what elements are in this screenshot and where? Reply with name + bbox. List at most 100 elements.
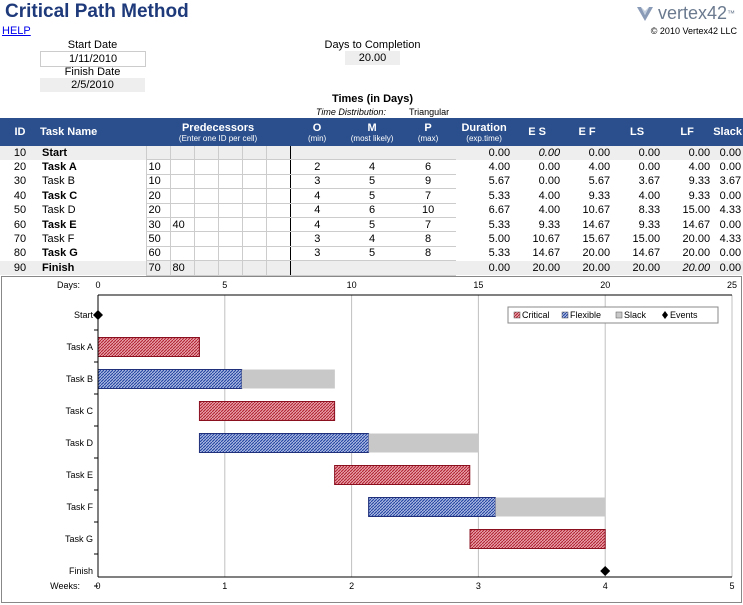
task-name[interactable]: Task D bbox=[42, 204, 76, 217]
predecessor-5[interactable] bbox=[241, 188, 266, 204]
most-likely-time[interactable]: 6 bbox=[344, 203, 401, 218]
predecessor-5[interactable] bbox=[241, 260, 266, 276]
task-name[interactable]: Task F bbox=[42, 233, 75, 246]
most-likely-time[interactable]: 4 bbox=[344, 159, 401, 175]
predecessor-2[interactable] bbox=[169, 188, 194, 204]
predecessor-4[interactable] bbox=[217, 188, 242, 204]
predecessor-2[interactable]: 40 bbox=[169, 217, 194, 233]
predecessor-4[interactable] bbox=[217, 203, 242, 218]
predecessor-1[interactable]: 30 bbox=[145, 217, 170, 233]
predecessor-2[interactable] bbox=[169, 203, 194, 218]
predecessor-1[interactable]: 10 bbox=[145, 174, 170, 190]
predecessor-4[interactable] bbox=[217, 246, 242, 262]
predecessor-5[interactable] bbox=[241, 159, 266, 175]
predecessor-3[interactable] bbox=[193, 246, 218, 262]
predecessor-1[interactable]: 50 bbox=[145, 231, 170, 247]
optimistic-time[interactable]: 4 bbox=[290, 217, 345, 233]
predecessor-4[interactable] bbox=[217, 217, 242, 233]
predecessor-4[interactable] bbox=[217, 231, 242, 247]
predecessor-3[interactable] bbox=[193, 260, 218, 276]
predecessor-3[interactable] bbox=[193, 231, 218, 247]
predecessor-5[interactable] bbox=[241, 146, 266, 161]
predecessor-6[interactable] bbox=[265, 146, 291, 161]
pessimistic-time[interactable]: 7 bbox=[400, 188, 457, 204]
pessimistic-time[interactable]: 8 bbox=[400, 246, 457, 262]
most-likely-time[interactable]: 5 bbox=[344, 174, 401, 190]
task-name[interactable]: Task C bbox=[42, 189, 78, 202]
predecessor-6[interactable] bbox=[265, 159, 291, 175]
predecessor-2[interactable] bbox=[169, 146, 194, 161]
predecessor-4[interactable] bbox=[217, 260, 242, 276]
predecessor-1[interactable] bbox=[145, 146, 170, 161]
task-id: 60 bbox=[13, 218, 27, 231]
pessimistic-time[interactable]: 6 bbox=[400, 159, 457, 175]
most-likely-time[interactable] bbox=[344, 260, 401, 276]
predecessor-3[interactable] bbox=[193, 217, 218, 233]
predecessor-1[interactable]: 20 bbox=[145, 188, 170, 204]
pessimistic-time[interactable] bbox=[400, 146, 457, 161]
predecessor-3[interactable] bbox=[193, 188, 218, 204]
predecessor-3[interactable] bbox=[193, 203, 218, 218]
time-distribution-value[interactable]: Triangular bbox=[409, 107, 450, 117]
optimistic-time[interactable]: 2 bbox=[290, 159, 345, 175]
early-start: 10.67 bbox=[532, 233, 561, 246]
optimistic-time[interactable]: 4 bbox=[290, 188, 345, 204]
pessimistic-time[interactable]: 8 bbox=[400, 231, 457, 247]
optimistic-time[interactable]: 4 bbox=[290, 203, 345, 218]
task-name[interactable]: Task G bbox=[42, 247, 78, 260]
task-name[interactable]: Task E bbox=[42, 218, 77, 231]
predecessor-1[interactable]: 70 bbox=[145, 260, 170, 276]
predecessor-5[interactable] bbox=[241, 246, 266, 262]
most-likely-time[interactable]: 4 bbox=[344, 231, 401, 247]
predecessor-4[interactable] bbox=[217, 159, 242, 175]
predecessor-2[interactable] bbox=[169, 246, 194, 262]
predecessor-1[interactable]: 60 bbox=[145, 246, 170, 262]
predecessor-5[interactable] bbox=[241, 203, 266, 218]
optimistic-time[interactable]: 3 bbox=[290, 246, 345, 262]
predecessor-5[interactable] bbox=[241, 217, 266, 233]
task-name[interactable]: Task B bbox=[42, 175, 76, 188]
predecessor-6[interactable] bbox=[265, 203, 291, 218]
pessimistic-time[interactable]: 10 bbox=[400, 203, 457, 218]
start-date-input[interactable]: 1/11/2010 bbox=[40, 51, 146, 67]
pessimistic-time[interactable]: 9 bbox=[400, 174, 457, 190]
task-name[interactable]: Start bbox=[40, 146, 146, 160]
predecessor-4[interactable] bbox=[217, 146, 242, 161]
predecessor-3[interactable] bbox=[193, 159, 218, 175]
pessimistic-time[interactable] bbox=[400, 260, 457, 276]
predecessor-6[interactable] bbox=[265, 246, 291, 262]
predecessor-4[interactable] bbox=[217, 174, 242, 190]
predecessor-1[interactable]: 20 bbox=[145, 203, 170, 218]
optimistic-time[interactable]: 3 bbox=[290, 174, 345, 190]
weeks-tick-label: 3 bbox=[476, 581, 481, 591]
predecessor-3[interactable] bbox=[193, 174, 218, 190]
weeks-tick-label: 2 bbox=[349, 581, 354, 591]
event-marker bbox=[600, 566, 611, 576]
optimistic-time[interactable] bbox=[290, 146, 345, 161]
predecessor-2[interactable]: 80 bbox=[169, 260, 194, 276]
predecessor-3[interactable] bbox=[193, 146, 218, 161]
predecessor-6[interactable] bbox=[265, 174, 291, 190]
most-likely-time[interactable] bbox=[344, 146, 401, 161]
predecessor-6[interactable] bbox=[265, 231, 291, 247]
help-link[interactable]: HELP bbox=[2, 25, 31, 37]
predecessor-5[interactable] bbox=[241, 231, 266, 247]
predecessor-6[interactable] bbox=[265, 188, 291, 204]
predecessor-6[interactable] bbox=[265, 217, 291, 233]
predecessor-2[interactable] bbox=[169, 174, 194, 190]
most-likely-time[interactable]: 5 bbox=[344, 188, 401, 204]
optimistic-time[interactable] bbox=[290, 260, 345, 276]
task-name[interactable]: Task A bbox=[42, 161, 77, 174]
predecessor-2[interactable] bbox=[169, 159, 194, 175]
pessimistic-time[interactable]: 7 bbox=[400, 217, 457, 233]
optimistic-time[interactable]: 3 bbox=[290, 231, 345, 247]
predecessor-1[interactable]: 10 bbox=[145, 159, 170, 175]
col-duration-label: Duration bbox=[461, 121, 507, 134]
weeks-tick-label: 4 bbox=[603, 581, 608, 591]
predecessor-5[interactable] bbox=[241, 174, 266, 190]
predecessor-2[interactable] bbox=[169, 231, 194, 247]
task-name[interactable]: Finish bbox=[40, 260, 146, 276]
most-likely-time[interactable]: 5 bbox=[344, 217, 401, 233]
predecessor-6[interactable] bbox=[265, 260, 291, 276]
most-likely-time[interactable]: 5 bbox=[344, 246, 401, 262]
